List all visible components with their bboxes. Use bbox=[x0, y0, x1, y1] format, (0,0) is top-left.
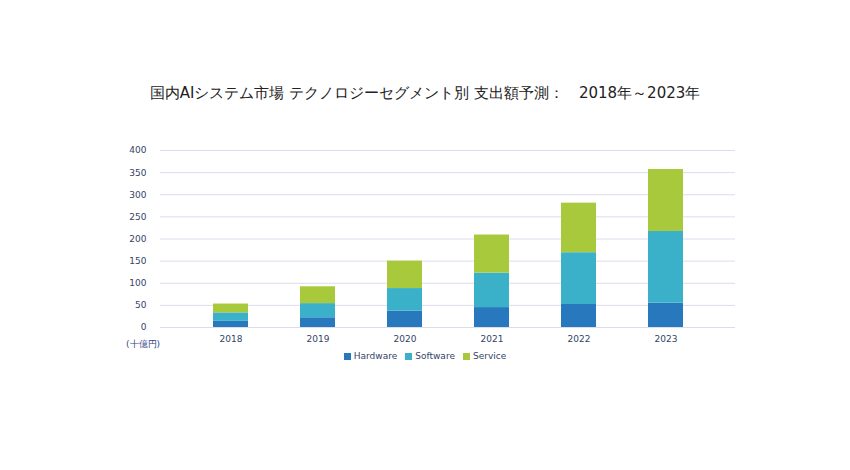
svg-text:0: 0 bbox=[141, 322, 147, 332]
svg-text:2020: 2020 bbox=[394, 334, 417, 344]
svg-text:350: 350 bbox=[129, 168, 146, 178]
svg-text:300: 300 bbox=[129, 190, 146, 200]
svg-text:2019: 2019 bbox=[307, 334, 330, 344]
svg-text:2022: 2022 bbox=[568, 334, 591, 344]
svg-text:100: 100 bbox=[129, 278, 146, 288]
svg-text:50: 50 bbox=[135, 300, 147, 310]
svg-text:250: 250 bbox=[129, 212, 146, 222]
svg-text:2021: 2021 bbox=[481, 334, 504, 344]
svg-text:2018: 2018 bbox=[220, 334, 243, 344]
svg-text:200: 200 bbox=[129, 234, 146, 244]
html-text:Software: Software bbox=[415, 351, 455, 361]
html-text:国内AIシステム市場 テクノロジーセグメント別 支出額予測：: 国内AIシステム市場 テクノロジーセグメント別 支出額予測： 2018年～202… bbox=[149, 84, 701, 102]
html-text:Service: Service bbox=[472, 351, 507, 361]
svg-text:150: 150 bbox=[129, 256, 146, 266]
svg-text:2023: 2023 bbox=[655, 334, 678, 344]
html-text:(十億円): (十億円) bbox=[126, 339, 160, 349]
html-text:Hardware: Hardware bbox=[353, 351, 398, 361]
svg-text:400: 400 bbox=[129, 145, 146, 155]
